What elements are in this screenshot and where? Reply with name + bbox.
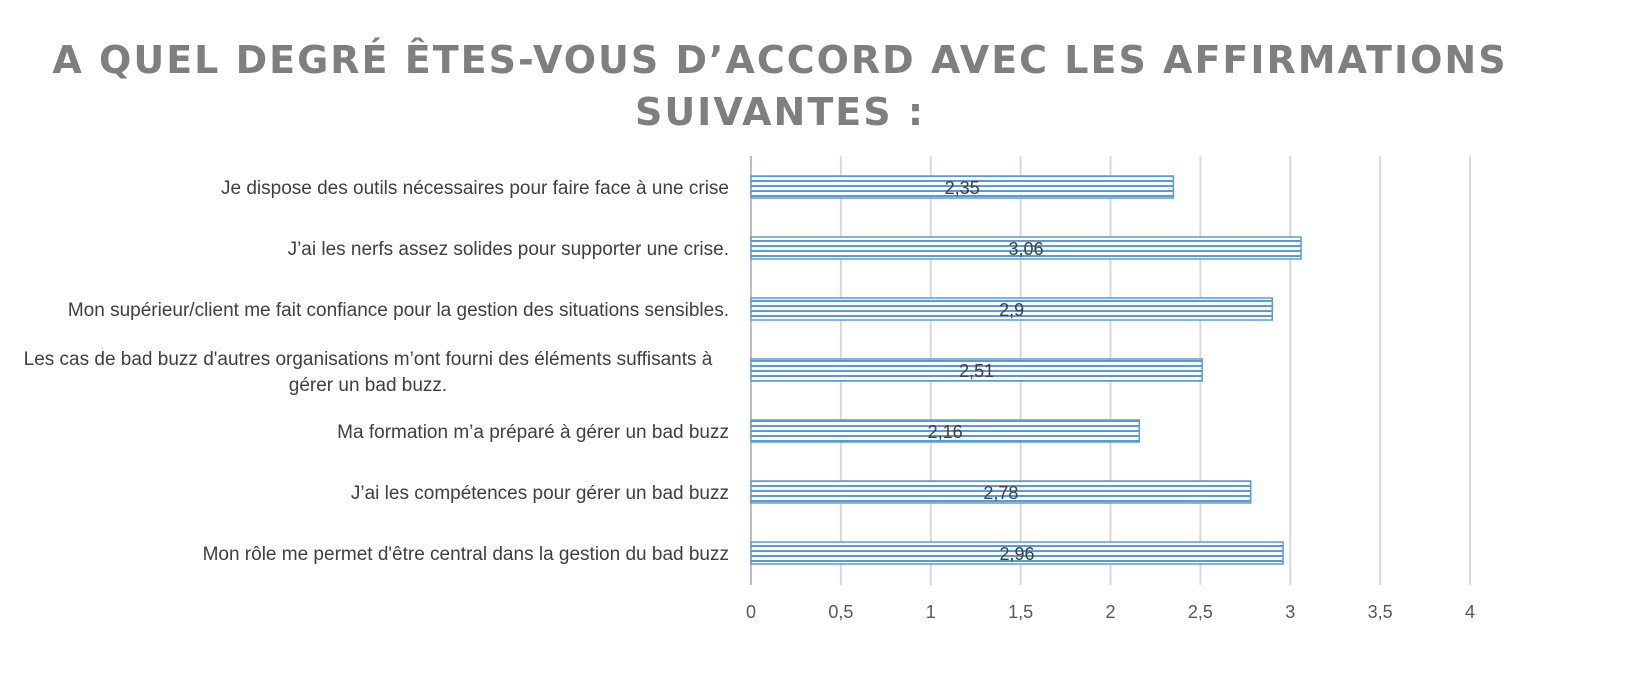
bar	[750, 358, 1203, 382]
bars	[750, 175, 1302, 565]
x-tick-label: 1	[926, 602, 936, 622]
chart-title-line-2: SUIVANTES :	[634, 90, 926, 134]
data-label: 2,96	[1000, 544, 1035, 564]
category-label: J’ai les nerfs assez solides pour suppor…	[288, 239, 729, 260]
data-label: 2,9	[999, 300, 1024, 320]
data-label: 2,35	[945, 178, 980, 198]
data-label: 3,06	[1008, 239, 1043, 259]
bar	[750, 480, 1252, 504]
category-label: Mon rôle me permet d'être central dans l…	[203, 544, 729, 565]
x-tick-label: 4	[1465, 602, 1475, 622]
x-tick-label: 0,5	[828, 602, 853, 622]
category-label: Les cas de bad buzz d'autres organisatio…	[24, 349, 713, 370]
category-label: gérer un bad buzz.	[289, 375, 447, 396]
category-labels: Je dispose des outils nécessaires pour f…	[24, 178, 729, 565]
category-label: J’ai les compétences pour gérer un bad b…	[351, 483, 729, 504]
bar	[750, 175, 1175, 199]
category-label: Je dispose des outils nécessaires pour f…	[221, 178, 729, 199]
data-label: 2,78	[983, 483, 1018, 503]
x-tick-label: 2	[1105, 602, 1115, 622]
chart-title: A QUEL DEGRÉ ÊTES-VOUS D’ACCORD AVEC LES…	[0, 34, 1560, 138]
bar	[750, 297, 1274, 321]
data-labels: 2,35 3,06 2,9 2,51 2,16 2,78 2,96	[928, 178, 1044, 564]
x-tick-label: 0	[746, 602, 756, 622]
x-tick-label: 1,5	[1008, 602, 1033, 622]
bar	[750, 236, 1302, 260]
x-tick-label: 3,5	[1368, 602, 1393, 622]
data-label: 2,16	[928, 422, 963, 442]
bar	[750, 419, 1141, 443]
bar	[750, 541, 1284, 565]
category-label: Mon supérieur/client me fait confiance p…	[68, 300, 729, 321]
chart-title-line-1: A QUEL DEGRÉ ÊTES-VOUS D’ACCORD AVEC LES…	[52, 38, 1508, 82]
tick-labels: 0 0,5 1 1,5 2 2,5 3 3,5 4	[746, 602, 1475, 622]
x-tick-label: 2,5	[1188, 602, 1213, 622]
x-tick-label: 3	[1285, 602, 1295, 622]
category-label: Ma formation m’a préparé à gérer un bad …	[337, 422, 729, 443]
data-label: 2,51	[959, 361, 994, 381]
